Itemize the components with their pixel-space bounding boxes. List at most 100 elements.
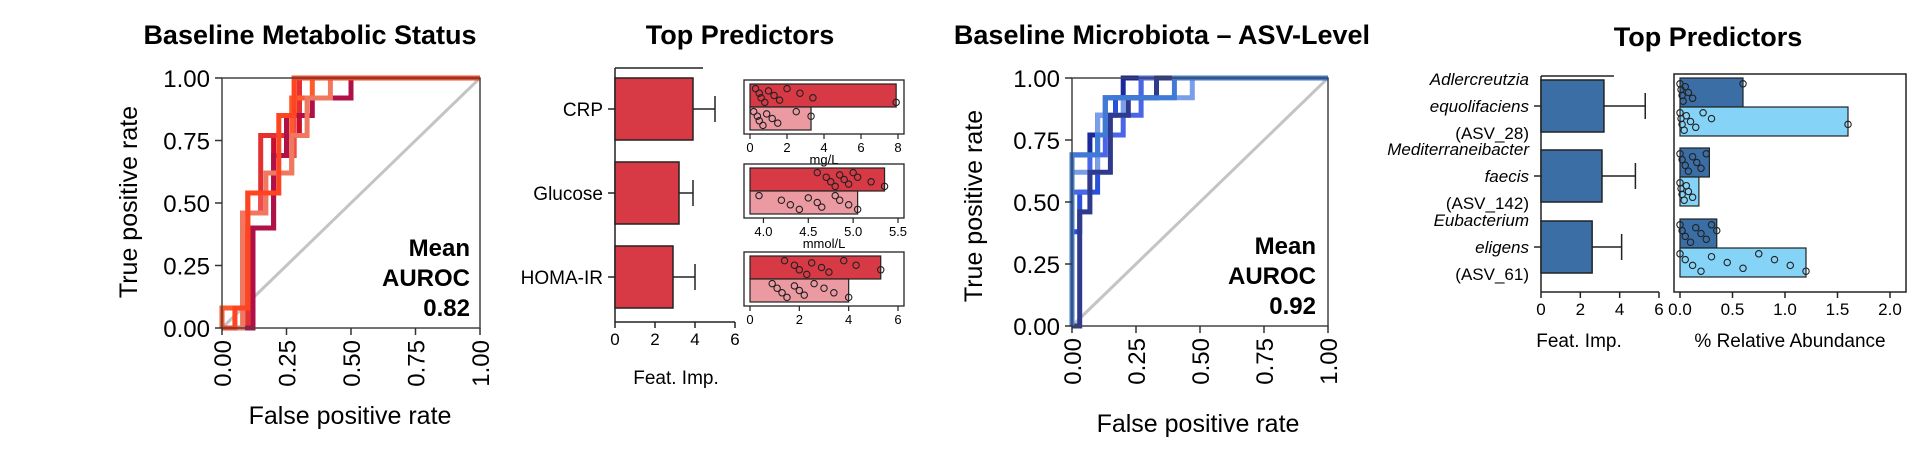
abundance-metabolic-lower-point xyxy=(753,112,762,120)
abundance-metabolic-upper-point xyxy=(757,94,765,102)
abundance-microbiota-lower-bar xyxy=(1679,247,1807,278)
abundance-metabolic-lower-point xyxy=(795,205,804,214)
predictors-metabolic-title: Top Predictors xyxy=(646,20,835,50)
abundance-metabolic-lower-point xyxy=(830,289,838,297)
roc-microbiota-panel: Baseline Microbiota – ASV-Level 0.00 0.25… xyxy=(954,20,1370,438)
predictors-microbiota-taxon-line1: Adlercreutzia xyxy=(1429,70,1529,89)
roc-microbiota-ytick-label: 0.00 xyxy=(1013,314,1060,341)
predictors-microbiota-taxon-line1: Eubacterium xyxy=(1434,211,1529,230)
abundance-metabolic-lower-point xyxy=(773,119,782,127)
predictors-microbiota-xtick-label: 2 xyxy=(1576,300,1585,319)
roc-metabolic-ytick-label: 0.25 xyxy=(163,254,210,281)
abundance-metabolic-box xyxy=(743,251,905,307)
abundance-metabolic-xtick-label: 5.5 xyxy=(889,224,907,239)
abundance-microbiota-lower-point xyxy=(1802,267,1810,275)
abundance-metabolic-upper-point xyxy=(835,171,844,179)
abundance-microbiota-lower-point xyxy=(1844,120,1852,129)
abundance-metabolic-upper-point xyxy=(764,87,773,95)
abundance-metabolic-lower-point xyxy=(783,293,791,302)
abundance-metabolic-lower-point xyxy=(777,196,786,204)
abundance-microbiota-lower-point xyxy=(1680,196,1688,204)
abundance-metabolic-upper-point xyxy=(839,256,848,265)
abundance-metabolic-lower-point xyxy=(807,112,815,120)
roc-microbiota-ytick-label: 0.50 xyxy=(1013,190,1060,217)
roc-microbiota-plot: 0.00 0.25 0.50 0.75 1.00 0.00 0.25 0.50 0.75 1.00 xyxy=(1013,66,1343,385)
predictors-metabolic-bar xyxy=(614,245,674,309)
abundance-metabolic-upper-point xyxy=(853,173,862,181)
abundance-metabolic-upper-bar xyxy=(749,255,882,280)
predictors-metabolic-category-label: Glucose xyxy=(533,184,603,205)
abundance-metabolic-upper-point xyxy=(802,270,811,279)
roc-metabolic-curve-fold7 xyxy=(222,75,480,331)
roc-metabolic-xtick-label: 1.00 xyxy=(468,340,495,387)
roc-metabolic-xtick-label: 0.75 xyxy=(404,340,431,387)
abundance-metabolic-xtick-label: 4.5 xyxy=(799,224,817,239)
abundance-microbiota-upper-point xyxy=(1678,226,1686,235)
predictors-microbiota-panel: Top Predictors Adlercreutzia equolifacien… xyxy=(1387,22,1907,352)
abundance-microbiota-lower-point xyxy=(1697,267,1705,275)
roc-microbiota-curve-fold5 xyxy=(1072,75,1328,329)
abundance-metabolic-lower-point xyxy=(773,284,781,292)
abundance-metabolic-xtick-label: 0 xyxy=(746,140,753,155)
predictors-microbiota-bar xyxy=(1540,149,1603,203)
abundance-metabolic-upper-point xyxy=(825,268,833,276)
roc-microbiota-diagonal xyxy=(1070,76,1330,328)
abundance-metabolic-xtick-label: 2 xyxy=(796,312,803,327)
abundance-metabolic-upper-point xyxy=(775,96,784,104)
roc-microbiota-annotation-line1: Mean xyxy=(1255,233,1316,260)
abundance-microbiota-upper-point xyxy=(1681,161,1690,170)
roc-microbiota-annotation-line2: AUROC xyxy=(1228,263,1316,290)
abundance-metabolic-upper-point xyxy=(790,261,799,269)
abundance-metabolic-upper-point xyxy=(807,259,816,267)
predictors-metabolic-bar xyxy=(614,77,694,141)
abundance-metabolic-upper-point xyxy=(876,266,885,274)
roc-metabolic-title: Baseline Metabolic Status xyxy=(143,20,476,50)
abundance-microbiota-lower-point xyxy=(1723,258,1732,267)
roc-metabolic-diagonal xyxy=(220,76,482,330)
abundance-microbiota-upper-point xyxy=(1702,150,1711,158)
predictors-microbiota-bar xyxy=(1540,79,1605,133)
abundance-microbiota-lower-point xyxy=(1770,255,1779,264)
roc-microbiota-xtick-label: 1.00 xyxy=(1316,338,1343,385)
abundance-metabolic-lower-point xyxy=(800,291,809,299)
abundance-metabolic-lower-point xyxy=(813,198,822,207)
predictors-microbiota-xtick-label: 4 xyxy=(1615,300,1624,319)
abundance-microbiota-upper-point xyxy=(1697,164,1705,173)
abundance-metabolic-lower-point xyxy=(831,191,839,200)
abundance-microbiota-lower-point xyxy=(1688,261,1697,270)
abundance-microbiota-xtick-label: 1.5 xyxy=(1826,300,1850,319)
abundance-metabolic-upper-point xyxy=(880,182,889,191)
abundance-microbiota-upper-point xyxy=(1702,235,1711,244)
predictors-microbiota-title: Top Predictors xyxy=(1614,22,1803,52)
abundance-metabolic-lower-point xyxy=(835,196,844,204)
roc-metabolic-ytick-label: 0.75 xyxy=(163,129,210,156)
roc-metabolic-ylabel: True positive rate xyxy=(115,106,143,298)
abundance-metabolic-upper-point xyxy=(817,263,826,272)
predictors-microbiota-taxon-line1: Mediterraneibacter xyxy=(1387,140,1530,159)
abundance-microbiota-lower-point xyxy=(1755,250,1763,258)
roc-metabolic-curve-fold6 xyxy=(222,75,480,331)
predictors-microbiota-taxon-line2: equolifaciens xyxy=(1430,97,1530,116)
abundance-microbiota-upper-point xyxy=(1678,155,1686,164)
abundance-metabolic-upper-point xyxy=(892,98,900,107)
abundance-metabolic-upper-point xyxy=(796,89,804,97)
abundance-metabolic-xtick-label: 4 xyxy=(820,140,827,155)
abundance-microbiota-upper-point xyxy=(1679,97,1687,105)
predictors-microbiota-asv-label: (ASV_61) xyxy=(1455,265,1529,284)
abundance-metabolic-lower-point xyxy=(820,284,828,292)
roc-microbiota-ylabel: True positive rate xyxy=(960,110,988,302)
predictors-metabolic-category-label: CRP xyxy=(563,100,603,121)
abundance-microbiota-upper-point xyxy=(1681,232,1690,241)
abundance-metabolic-lower-point xyxy=(790,282,799,290)
roc-metabolic-ytick-label: 1.00 xyxy=(163,66,210,93)
roc-metabolic-xtick-label: 0.50 xyxy=(339,340,366,387)
abundance-metabolic-upper-point xyxy=(751,84,760,93)
predictors-metabolic-plot: CRP Glucose HOMA-IR 0 2 4 6 xyxy=(521,67,740,349)
abundance-microbiota-lower-point xyxy=(1699,109,1707,117)
roc-microbiota-ytick-label: 0.25 xyxy=(1013,252,1060,279)
abundance-microbiota-xtick-label: 0.0 xyxy=(1668,300,1692,319)
abundance-microbiota-xlabel: % Relative Abundance xyxy=(1694,331,1885,352)
abundance-metabolic-upper-point xyxy=(844,180,853,188)
roc-metabolic-xtick-label: 0.00 xyxy=(210,340,237,387)
